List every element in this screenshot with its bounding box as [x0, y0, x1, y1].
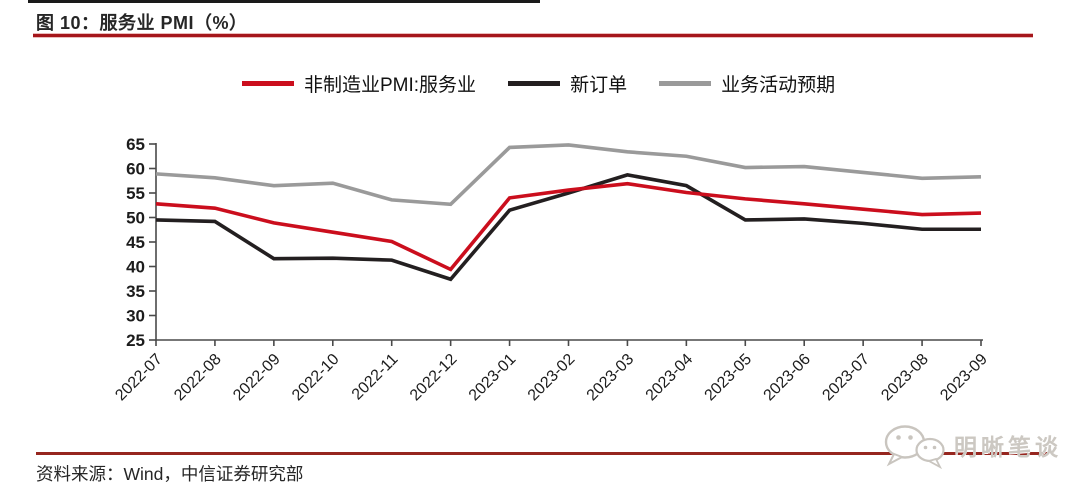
svg-text:2023-04: 2023-04	[643, 351, 697, 405]
svg-text:2022-09: 2022-09	[230, 351, 284, 405]
footer-rule	[36, 452, 1047, 455]
svg-text:2022-12: 2022-12	[407, 351, 461, 405]
svg-text:2023-03: 2023-03	[584, 351, 638, 405]
svg-text:65: 65	[126, 135, 145, 154]
legend-swatch-red	[242, 81, 294, 86]
watermark-text: 明晰笔谈	[954, 434, 1062, 460]
legend-item-services-pmi: 非制造业PMI:服务业	[242, 70, 476, 97]
svg-text:50: 50	[126, 209, 145, 228]
watermark: 明晰笔谈	[878, 421, 1062, 469]
source-attribution: 资料来源：Wind，中信证券研究部	[36, 464, 304, 484]
svg-text:2022-07: 2022-07	[112, 351, 166, 405]
svg-text:2023-05: 2023-05	[702, 351, 756, 405]
legend-label-new-orders: 新订单	[570, 75, 628, 96]
top-border-line	[28, 0, 540, 3]
figure-title: 图 10：服务业 PMI（%）	[36, 13, 248, 33]
svg-text:45: 45	[126, 233, 145, 252]
legend-label-services-pmi: 非制造业PMI:服务业	[304, 75, 477, 96]
chart-legend: 非制造业PMI:服务业 新订单 业务活动预期	[242, 70, 835, 97]
wechat-icon	[884, 425, 945, 469]
legend-label-activity-expectation: 业务活动预期	[721, 75, 836, 96]
svg-text:2023-02: 2023-02	[525, 351, 579, 405]
title-underline-rule	[33, 34, 1033, 37]
svg-text:60: 60	[126, 160, 145, 179]
svg-text:55: 55	[126, 184, 145, 203]
legend-swatch-gray	[659, 81, 712, 86]
svg-text:2022-11: 2022-11	[349, 351, 402, 404]
svg-text:2022-10: 2022-10	[289, 351, 343, 405]
svg-text:2023-07: 2023-07	[819, 351, 873, 405]
svg-text:2022-08: 2022-08	[171, 351, 225, 405]
svg-text:35: 35	[126, 282, 145, 301]
legend-item-new-orders: 新订单	[508, 70, 627, 97]
svg-text:2023-01: 2023-01	[466, 351, 520, 405]
svg-text:40: 40	[126, 258, 145, 277]
legend-swatch-black	[508, 81, 561, 86]
svg-text:2023-09: 2023-09	[937, 351, 991, 405]
svg-text:30: 30	[126, 307, 145, 326]
svg-text:2023-08: 2023-08	[878, 351, 932, 405]
legend-item-activity-expectation: 业务活动预期	[659, 70, 835, 97]
svg-text:2023-06: 2023-06	[761, 351, 815, 405]
svg-text:25: 25	[126, 331, 145, 350]
